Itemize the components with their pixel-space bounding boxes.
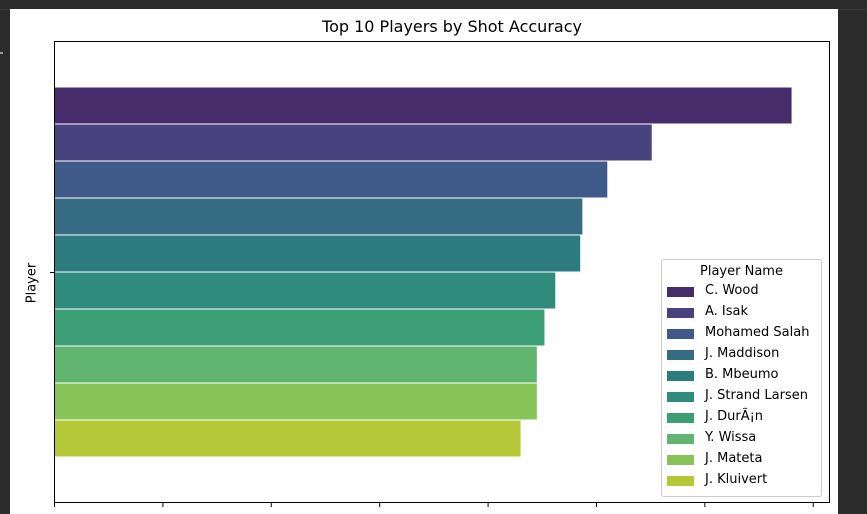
legend-label: A. Isak bbox=[705, 304, 749, 319]
window-edge-marker bbox=[0, 52, 3, 54]
bar-9 bbox=[54, 383, 537, 420]
bar-2 bbox=[54, 124, 652, 161]
legend-swatch bbox=[667, 371, 694, 381]
legend-swatch bbox=[667, 287, 694, 297]
chart-title: Top 10 Players by Shot Accuracy bbox=[322, 17, 582, 36]
legend-label: J. Maddison bbox=[705, 346, 780, 361]
bar-6 bbox=[54, 272, 556, 309]
legend-item: Y. Wissa bbox=[662, 429, 821, 450]
chart-canvas bbox=[50, 41, 830, 507]
legend-label: J. DurÃ¡n bbox=[705, 409, 764, 424]
legend-item: Mohamed Salah bbox=[662, 324, 821, 345]
legend-swatch bbox=[667, 455, 694, 465]
legend-items: C. Wood A. Isak Mohamed Salah J. Maddison B.… bbox=[662, 282, 821, 492]
legend-item: J. Strand Larsen bbox=[662, 387, 821, 408]
legend-swatch bbox=[667, 413, 694, 423]
y-axis-label: Player bbox=[24, 262, 40, 304]
x-axis-ticks bbox=[54, 502, 814, 507]
legend-swatch bbox=[667, 350, 694, 360]
legend-label: Mohamed Salah bbox=[705, 325, 810, 340]
legend-swatch bbox=[667, 329, 694, 339]
bar-5 bbox=[54, 235, 581, 272]
legend-swatch bbox=[667, 392, 694, 402]
legend-label: J. Mateta bbox=[705, 451, 763, 466]
bar-4 bbox=[54, 198, 583, 235]
legend-item: J. DurÃ¡n bbox=[662, 408, 821, 429]
bar-8 bbox=[54, 346, 537, 383]
legend-item: J. Mateta bbox=[662, 450, 821, 471]
legend-item: J. Maddison bbox=[662, 345, 821, 366]
bar-1 bbox=[54, 87, 792, 124]
legend-label: B. Mbeumo bbox=[705, 367, 779, 382]
legend-item: C. Wood bbox=[662, 282, 821, 303]
legend-item: A. Isak bbox=[662, 303, 821, 324]
bar-7 bbox=[54, 309, 545, 346]
bar-10 bbox=[54, 420, 521, 457]
legend-item: J. Kluivert bbox=[662, 471, 821, 492]
bar-3 bbox=[54, 161, 608, 198]
legend-swatch bbox=[667, 476, 694, 486]
legend-swatch bbox=[667, 434, 694, 444]
legend: Player Name C. Wood A. Isak Mohamed Salah J… bbox=[661, 259, 822, 497]
legend-swatch bbox=[667, 308, 694, 318]
legend-label: Y. Wissa bbox=[705, 430, 757, 445]
legend-label: J. Strand Larsen bbox=[705, 388, 808, 403]
legend-label: C. Wood bbox=[705, 283, 759, 298]
legend-item: B. Mbeumo bbox=[662, 366, 821, 387]
legend-title: Player Name bbox=[700, 264, 783, 279]
chart-figure: Top 10 Players by Shot Accuracy Player P… bbox=[10, 9, 838, 514]
bars-group bbox=[54, 87, 792, 457]
legend-label: J. Kluivert bbox=[705, 472, 768, 487]
